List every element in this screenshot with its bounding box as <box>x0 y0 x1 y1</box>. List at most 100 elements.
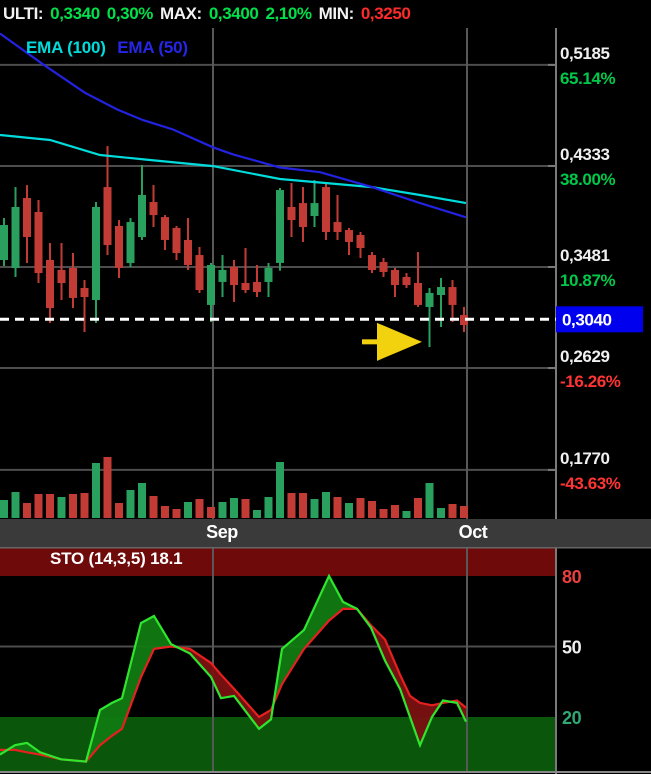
candle-body <box>310 203 319 217</box>
candle-body <box>241 283 250 291</box>
ema50-line <box>0 32 467 219</box>
volume-bar <box>276 462 284 518</box>
sto-fill-segment <box>385 639 400 689</box>
volume-bar <box>448 504 457 518</box>
volume-bar <box>333 497 342 518</box>
price-axis-pct-label: -43.63% <box>560 474 621 493</box>
volume-bar <box>0 500 8 518</box>
volume-bar <box>402 511 411 518</box>
volume-bar <box>115 503 123 518</box>
candle-body <box>57 269 66 284</box>
oversold-band <box>0 717 556 771</box>
volume-bar <box>34 494 43 518</box>
volume-bar <box>184 502 192 518</box>
candle-body <box>184 239 192 265</box>
price-axis-pct-label: -16.26% <box>560 372 621 391</box>
last-price-pct: 0,30% <box>106 4 154 23</box>
candle-body <box>218 269 227 282</box>
volume-bar <box>437 508 445 518</box>
sto-k-line <box>0 573 467 763</box>
sto-fill-segment <box>112 698 122 736</box>
candle-body <box>69 267 77 298</box>
volume-bar <box>103 457 112 518</box>
volume-bar <box>379 509 388 518</box>
time-label-sep: Sep <box>206 522 238 542</box>
candle-body <box>322 187 330 233</box>
volume-bar <box>138 483 146 518</box>
candle-body <box>34 211 43 274</box>
sto-fill-segment <box>259 709 271 729</box>
volume-bar <box>253 510 261 518</box>
volume-bar <box>207 507 215 518</box>
candle-body <box>138 195 146 237</box>
sto-fill-segment <box>100 702 112 746</box>
candle-body <box>103 187 112 246</box>
ema100-line <box>0 133 467 205</box>
price-axis-pct-label: 65.14% <box>560 69 616 88</box>
sto-fill-segment <box>410 695 420 746</box>
candle-body <box>414 283 422 305</box>
price-axis-label: 0,2629 <box>560 347 610 366</box>
candle-body <box>402 276 411 286</box>
volume-bar <box>69 494 77 518</box>
time-label-oct: Oct <box>458 522 488 542</box>
sto-fill-segment <box>122 623 141 729</box>
candle-body <box>46 260 54 309</box>
candle-body <box>230 267 238 286</box>
stochastic-panel[interactable]: 80 50 20 <box>0 547 651 774</box>
sto-fill-segment <box>141 615 154 678</box>
sto-d-line <box>0 607 467 763</box>
candle-body <box>368 255 376 270</box>
min-label: MIN: <box>318 4 355 23</box>
volume-bar <box>149 496 158 518</box>
candle-body <box>161 217 169 240</box>
candle-body <box>299 203 307 228</box>
sto-level-label: 20 <box>562 708 582 728</box>
candle-body <box>11 206 20 268</box>
price-axis-pct-label: 10.87% <box>560 271 616 290</box>
time-axis[interactable]: Sep Oct <box>0 519 651 547</box>
volume-bar <box>195 499 204 518</box>
candle-body <box>23 197 31 237</box>
sto-level-label: 50 <box>562 638 582 658</box>
volume-bar <box>425 483 434 518</box>
sto-fill-segment <box>400 674 410 717</box>
candle-body <box>437 287 445 295</box>
sto-level-label: 80 <box>562 567 582 587</box>
candle-body <box>276 190 284 263</box>
candle-body <box>287 206 296 221</box>
volume-bar <box>161 506 169 518</box>
volume-bar <box>241 499 250 518</box>
last-price-value: 0,3340 <box>50 4 100 23</box>
sto-fill-segment <box>282 630 304 685</box>
candle-body <box>92 206 100 300</box>
volume-bar <box>92 463 100 518</box>
sto-fill-segment <box>420 702 432 746</box>
volume-bar <box>391 505 399 518</box>
price-axis-label: 0,3481 <box>560 246 610 265</box>
candle-body <box>333 222 342 233</box>
ema50-legend-label: EMA (50) <box>117 38 188 57</box>
ema-legend: EMA (100) EMA (50) <box>26 38 188 58</box>
price-chart[interactable]: 0,5185 65.14% 0,4333 38.00% 0,3481 10.87% 0,26… <box>0 28 651 519</box>
candle-body <box>391 269 399 286</box>
candle-body <box>0 225 8 261</box>
candle-body <box>80 287 89 298</box>
candle-body <box>448 287 457 305</box>
price-axis-label: 0,1770 <box>560 449 610 468</box>
volume-bar <box>414 498 422 518</box>
volume-bar <box>80 493 89 518</box>
price-axis-label: 0,5185 <box>560 44 610 63</box>
buy-arrow-icon <box>377 322 422 361</box>
volume-bar <box>57 497 66 518</box>
price-axis-label: 0,4333 <box>560 145 610 164</box>
volume-bar <box>368 501 376 518</box>
last-label: ULTI: <box>3 4 44 23</box>
candle-body <box>460 315 468 325</box>
volume-bar <box>264 497 273 518</box>
candle-body <box>207 264 215 305</box>
candles <box>0 146 468 348</box>
volume-bar <box>218 502 227 518</box>
candle-body <box>379 262 388 272</box>
